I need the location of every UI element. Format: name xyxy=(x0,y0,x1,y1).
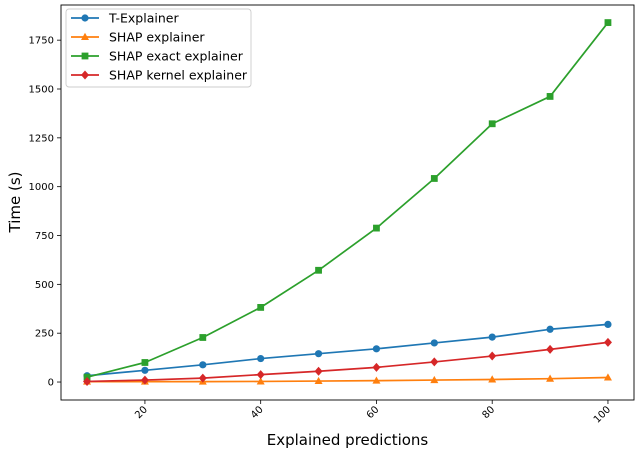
data-point xyxy=(430,175,438,182)
data-point xyxy=(488,120,496,128)
plot-frame xyxy=(60,4,635,401)
legend-marker xyxy=(81,52,89,60)
data-point xyxy=(546,374,555,382)
data-point xyxy=(604,320,612,328)
data-point xyxy=(140,375,149,385)
x-tick-label: 20 xyxy=(133,404,150,421)
x-tick-label: 40 xyxy=(249,404,266,421)
data-point xyxy=(257,354,265,363)
data-point xyxy=(546,93,554,100)
legend: T-Explainer SHAP explainer SHAP exact expl… xyxy=(65,8,252,88)
legend-marker xyxy=(81,32,89,40)
data-point xyxy=(372,345,381,353)
series-line xyxy=(86,323,609,377)
y-tick-label: 0 xyxy=(48,378,54,389)
series-shap-exact-explainer xyxy=(83,19,612,381)
x-tick-label: 60 xyxy=(365,404,382,421)
x-tick-label: 100 xyxy=(592,404,613,425)
y-tick-label: 750 xyxy=(35,231,54,242)
data-point xyxy=(141,359,149,366)
data-point xyxy=(141,366,149,374)
legend-label: T-Explainer xyxy=(108,10,179,25)
series-line xyxy=(87,341,609,383)
y-tick-label: 1000 xyxy=(29,182,54,193)
x-axis-ticks: 20 40 60 80 100 xyxy=(133,400,613,426)
y-tick-label: 1750 xyxy=(29,36,54,47)
data-point xyxy=(256,377,265,385)
data-point xyxy=(372,376,381,384)
data-point xyxy=(83,376,92,386)
x-tick-label: 80 xyxy=(481,404,498,421)
legend-item: T-Explainer xyxy=(71,10,179,25)
legend-label: SHAP kernel explainer xyxy=(109,67,248,82)
data-point xyxy=(430,375,439,384)
series-shap-kernel-explainer xyxy=(83,337,612,386)
data-point xyxy=(603,337,612,347)
data-point xyxy=(372,362,381,372)
data-point xyxy=(488,333,496,341)
data-point xyxy=(546,325,554,333)
y-axis-label: Time (s) xyxy=(6,172,24,234)
data-point xyxy=(373,224,380,232)
legend-item: SHAP exact explainer xyxy=(71,48,244,63)
data-point xyxy=(314,350,323,358)
legend-item: SHAP explainer xyxy=(71,29,205,44)
data-point xyxy=(430,339,438,347)
data-point xyxy=(198,373,207,383)
data-point xyxy=(603,373,612,381)
series-t-explainer xyxy=(83,320,612,380)
legend-marker xyxy=(81,14,89,22)
data-point xyxy=(488,375,497,383)
legend-label: SHAP exact explainer xyxy=(109,48,244,63)
series-group xyxy=(83,19,612,386)
y-tick-label: 250 xyxy=(35,329,54,340)
y-tick-label: 1250 xyxy=(29,133,54,144)
data-point xyxy=(257,304,265,311)
y-axis-ticks: 0 250 500 750 1000 1250 1500 1750 xyxy=(29,36,61,389)
legend-box xyxy=(65,8,252,88)
series-line xyxy=(87,376,608,383)
data-point xyxy=(315,266,322,274)
y-tick-label: 1500 xyxy=(29,85,54,96)
series-line xyxy=(86,22,609,378)
x-axis-label: Explained predictions xyxy=(267,431,429,449)
data-point xyxy=(314,376,323,385)
data-point xyxy=(314,366,323,376)
legend-marker xyxy=(81,70,89,80)
legend-item: SHAP kernel explainer xyxy=(71,67,248,82)
data-point xyxy=(488,351,497,361)
y-tick-label: 500 xyxy=(35,280,54,291)
data-point xyxy=(546,344,555,354)
legend-label: SHAP explainer xyxy=(109,29,205,44)
data-point xyxy=(199,334,207,341)
data-point xyxy=(430,357,439,367)
data-point xyxy=(256,370,265,380)
data-point xyxy=(604,19,612,26)
data-point xyxy=(199,361,207,369)
